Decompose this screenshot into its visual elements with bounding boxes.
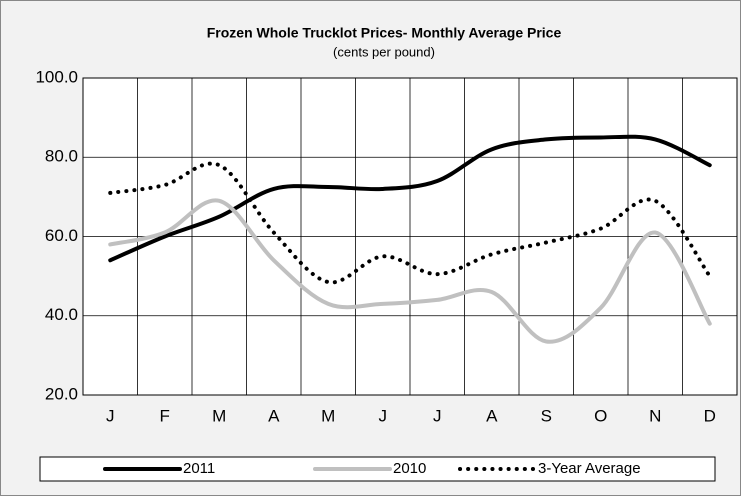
- legend-label: 2010: [393, 460, 426, 477]
- x-tick-label: D: [704, 406, 716, 425]
- x-tick-label: M: [212, 406, 226, 425]
- series-line: [108, 198, 712, 344]
- x-tick-label: M: [321, 406, 335, 425]
- legend-label: 3-Year Average: [538, 460, 641, 477]
- x-tick-label: J: [433, 406, 442, 425]
- chart-subtitle: (cents per pound): [333, 44, 435, 59]
- x-tick-label: F: [160, 406, 170, 425]
- x-tick-label: J: [379, 406, 388, 425]
- x-tick-label: J: [106, 406, 115, 425]
- y-tick-label: 80.0: [45, 147, 78, 166]
- series-line: [108, 134, 712, 263]
- x-tick-label: S: [541, 406, 552, 425]
- x-tick-label: N: [649, 406, 661, 425]
- y-tick-label: 60.0: [45, 226, 78, 245]
- x-tick-label: A: [486, 406, 498, 425]
- series-line: [108, 161, 712, 285]
- legend-label: 2011: [183, 460, 215, 477]
- y-tick-label: 20.0: [45, 384, 78, 403]
- x-tick-label: A: [268, 406, 280, 425]
- y-tick-label: 100.0: [35, 67, 78, 86]
- chart-title: Frozen Whole Trucklot Prices- Monthly Av…: [207, 25, 562, 41]
- y-tick-label: 40.0: [45, 305, 78, 324]
- x-tick-label: O: [594, 406, 607, 425]
